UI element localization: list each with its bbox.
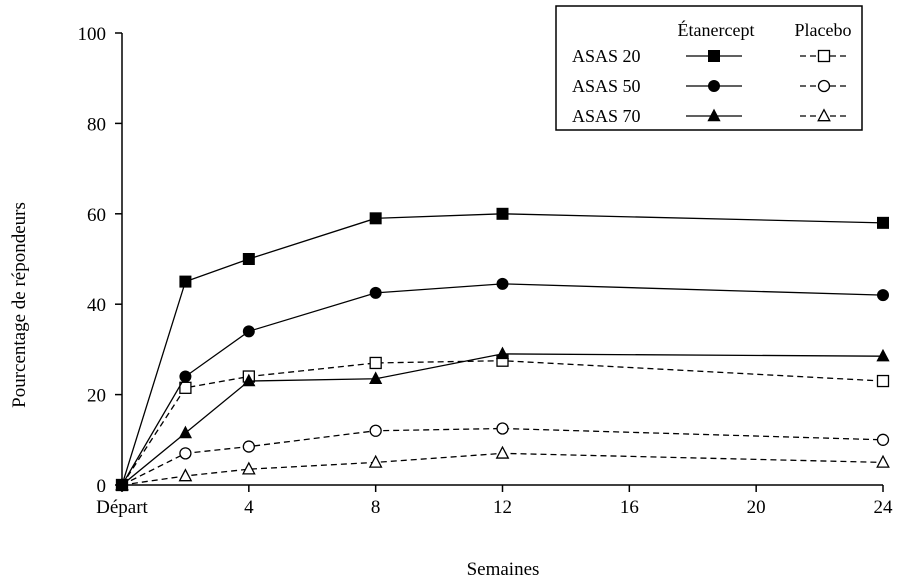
data-point bbox=[495, 445, 510, 459]
series-line bbox=[121, 427, 884, 486]
x-tick-label: 8 bbox=[371, 497, 381, 518]
x-tick-label: 24 bbox=[874, 497, 894, 518]
data-point bbox=[369, 212, 382, 225]
data-point bbox=[369, 286, 382, 299]
series-line bbox=[121, 283, 884, 486]
plot-area bbox=[115, 207, 890, 492]
data-point bbox=[179, 275, 192, 288]
data-point bbox=[178, 425, 193, 439]
data-point bbox=[876, 348, 890, 362]
legend-marker-etanercept bbox=[708, 80, 720, 92]
data-point bbox=[241, 461, 256, 475]
data-point bbox=[115, 477, 129, 491]
data-point bbox=[495, 346, 510, 360]
legend-entry-label: ASAS 70 bbox=[572, 106, 641, 126]
y-axis-label: Pourcentage de répondeurs bbox=[9, 202, 30, 408]
legend-entry-label: ASAS 50 bbox=[572, 76, 641, 96]
y-tick-label: 0 bbox=[97, 476, 107, 497]
x-tick-label: Départ bbox=[96, 497, 148, 518]
series-asas70-placebo bbox=[115, 445, 890, 491]
data-point bbox=[876, 374, 890, 388]
series-line bbox=[121, 353, 884, 486]
axes: 0 20 40 60 80 100 Départ 4 8 12 16 20 24 bbox=[78, 24, 894, 518]
legend-marker-placebo bbox=[817, 49, 831, 63]
x-tick-label: 4 bbox=[244, 497, 254, 518]
data-point bbox=[369, 356, 382, 370]
data-point bbox=[877, 289, 889, 302]
data-point bbox=[876, 433, 890, 446]
legend: Étanercept Placebo ASAS 20 ASAS 50 ASAS 70 bbox=[555, 5, 863, 131]
series-line bbox=[121, 360, 884, 486]
data-point bbox=[369, 424, 382, 437]
y-tick-label: 100 bbox=[78, 24, 107, 45]
data-point bbox=[242, 325, 255, 338]
series-asas50-etanercept bbox=[116, 277, 889, 491]
y-tick-label: 40 bbox=[87, 295, 106, 316]
data-point bbox=[368, 454, 383, 468]
y-tick-label: 20 bbox=[87, 386, 106, 407]
x-tick-label: 16 bbox=[620, 497, 639, 518]
x-tick-label: 20 bbox=[747, 497, 766, 518]
data-point bbox=[178, 468, 193, 482]
data-point bbox=[496, 422, 509, 435]
series-line bbox=[121, 452, 884, 486]
series-asas70-etanercept bbox=[115, 346, 890, 491]
legend-entry-label: ASAS 20 bbox=[572, 46, 641, 66]
legend-marker-etanercept bbox=[707, 108, 721, 122]
series-asas20-etanercept bbox=[116, 207, 889, 491]
legend-marker-placebo bbox=[817, 79, 831, 93]
legend-column-header: Étanercept bbox=[678, 19, 755, 40]
legend-column-header: Placebo bbox=[795, 20, 852, 40]
data-point bbox=[179, 370, 192, 383]
legend-marker-placebo bbox=[817, 108, 831, 122]
data-point bbox=[496, 277, 509, 290]
y-tick-label: 60 bbox=[87, 205, 106, 226]
data-point bbox=[496, 207, 509, 220]
x-tick-label: 12 bbox=[493, 497, 512, 518]
data-point bbox=[369, 371, 383, 384]
x-axis-label: Semaines bbox=[467, 559, 540, 580]
data-point bbox=[179, 447, 192, 460]
data-point bbox=[877, 216, 889, 229]
legend-marker-etanercept bbox=[708, 50, 720, 62]
data-point bbox=[242, 253, 255, 265]
series-line bbox=[121, 213, 884, 486]
legend-box bbox=[555, 5, 863, 131]
data-point bbox=[876, 454, 890, 468]
data-point bbox=[242, 440, 255, 453]
data-point bbox=[242, 373, 256, 387]
y-tick-label: 80 bbox=[87, 114, 106, 135]
